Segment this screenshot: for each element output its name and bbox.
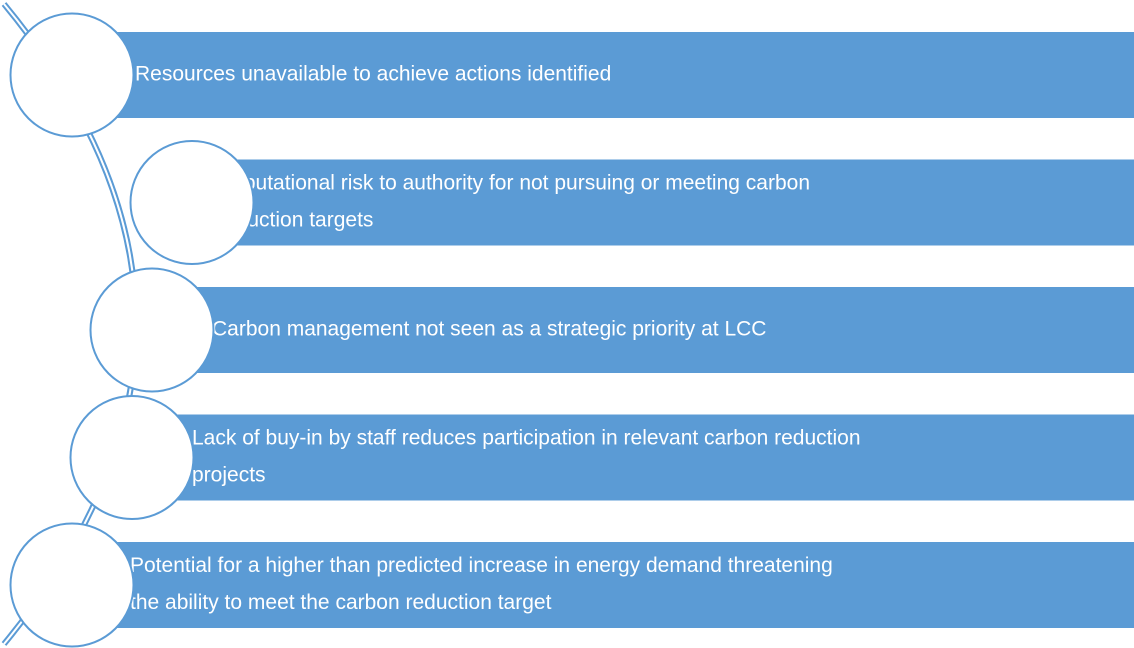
- item-text: Carbon management not seen as a strategi…: [212, 318, 766, 341]
- circles: [9, 12, 255, 648]
- item-circle: [69, 395, 195, 520]
- item-text: reduction targets: [217, 209, 373, 232]
- item-text: projects: [192, 464, 266, 487]
- item-bar: [112, 32, 1134, 118]
- item-bar: [112, 542, 1134, 628]
- bars: Resources unavailable to achieve actions…: [112, 32, 1134, 628]
- item-circle: [9, 522, 135, 648]
- item-text: the ability to meet the carbon reduction…: [130, 591, 552, 614]
- item-text: Lack of buy-in by staff reduces particip…: [192, 427, 861, 450]
- item-circle: [89, 267, 215, 393]
- item-text: Potential for a higher than predicted in…: [130, 554, 833, 577]
- item-circle: [9, 12, 135, 138]
- item-text: Reputational risk to authority for not p…: [217, 172, 810, 195]
- item-bar: [192, 287, 1134, 373]
- item-circle: [129, 140, 255, 265]
- item-bar: [172, 414, 1134, 501]
- item-bar: [212, 159, 1134, 246]
- item-text: Resources unavailable to achieve actions…: [135, 63, 611, 86]
